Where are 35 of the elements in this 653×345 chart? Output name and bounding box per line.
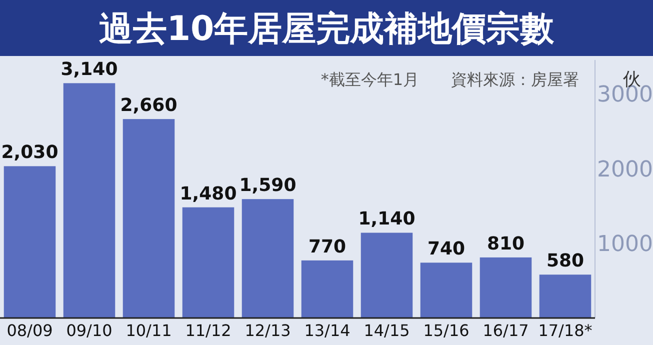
chart-title: 過去10年居屋完成補地價宗數 [98, 9, 556, 49]
data-label: 2,030 [1, 142, 58, 164]
bar [360, 232, 413, 318]
bar [539, 274, 592, 318]
x-tick-label: 14/15 [364, 321, 410, 340]
data-label: 810 [486, 233, 525, 254]
annotation: 資料來源：房屋署 [451, 70, 579, 89]
data-label: 740 [427, 238, 466, 260]
x-tick-label: 11/12 [185, 321, 232, 340]
x-tick-label: 17/18* [538, 321, 592, 340]
x-tick-label: 16/17 [482, 321, 529, 340]
data-label: 1,140 [358, 208, 416, 230]
data-label: 1,480 [180, 183, 237, 204]
data-label: 2,660 [120, 95, 178, 116]
data-label: 770 [308, 236, 346, 258]
x-tick-label: 10/11 [126, 321, 172, 340]
y-tick-label: 2000 [597, 157, 653, 182]
x-tick-label: 08/09 [6, 321, 53, 340]
data-label: 1,590 [239, 175, 296, 196]
x-tick-label: 12/13 [244, 321, 291, 340]
bar [242, 199, 294, 318]
y-tick-label: 1000 [597, 232, 653, 258]
bar [182, 207, 234, 318]
bar [122, 119, 175, 318]
bar [420, 262, 472, 318]
bar [301, 260, 354, 318]
bar [4, 166, 56, 318]
x-tick-label: 15/16 [423, 321, 470, 340]
annotation: *截至今年1月 [320, 70, 420, 89]
x-tick-label: 09/10 [66, 321, 112, 340]
data-label: 580 [546, 250, 584, 272]
bar [480, 257, 532, 318]
bar [63, 83, 116, 318]
data-label: 3,140 [60, 59, 118, 80]
x-tick-label: 13/14 [304, 321, 350, 340]
